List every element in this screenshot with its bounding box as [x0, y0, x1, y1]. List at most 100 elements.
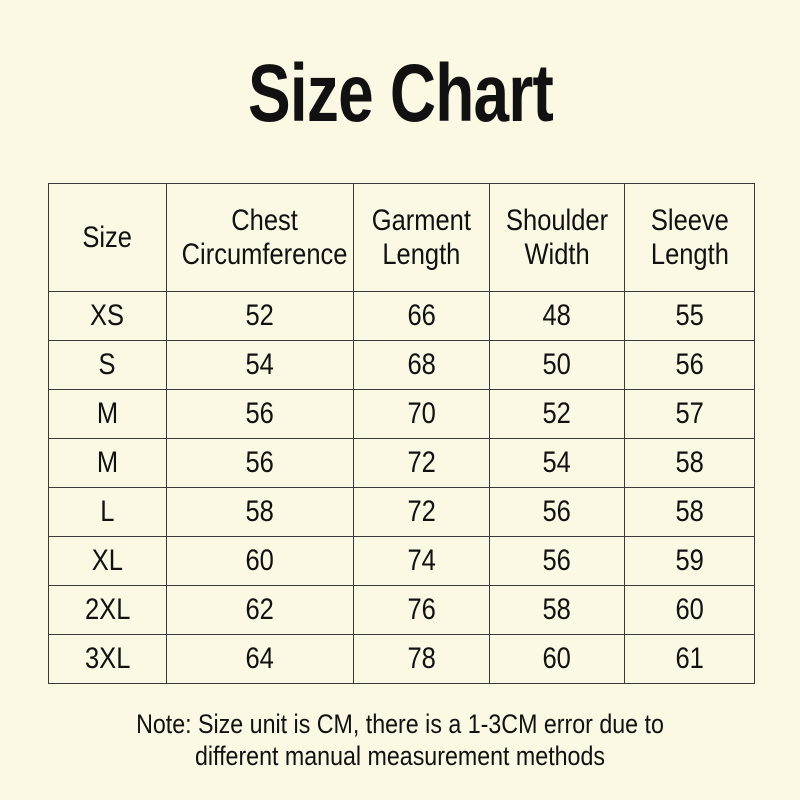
cell-value: 52 — [542, 397, 572, 430]
cell-value: 72 — [407, 495, 436, 528]
size-cell: XS — [48, 291, 167, 341]
column-header: Size — [48, 183, 167, 292]
cell-value: 57 — [675, 397, 704, 430]
size-cell: M — [48, 438, 167, 488]
measurement-cell: 74 — [353, 536, 490, 586]
measurement-cell: 54 — [489, 438, 625, 488]
table-row: M 56 70 52 57 — [48, 389, 755, 439]
cell-value: 60 — [542, 642, 572, 675]
cell-value: 50 — [542, 348, 572, 381]
cell-value: M — [96, 446, 119, 479]
cell-value: 66 — [407, 299, 436, 332]
table-row: L 58 72 56 58 — [48, 487, 755, 537]
size-chart-table: Size Chest Circumference Garment Length Sho… — [48, 183, 755, 684]
cell-value: XL — [91, 544, 124, 577]
size-cell: 2XL — [48, 585, 167, 635]
cell-value: 61 — [675, 642, 704, 675]
cell-value: 54 — [542, 446, 572, 479]
column-header-label: Size — [82, 220, 133, 254]
column-header-label: Chest Circumference — [181, 203, 348, 271]
cell-value: S — [98, 348, 116, 381]
cell-value: 58 — [245, 495, 275, 528]
cell-value: 56 — [245, 397, 275, 430]
measurement-cell: 52 — [489, 389, 625, 439]
measurement-cell: 48 — [489, 291, 625, 341]
measurement-cell: 55 — [624, 291, 755, 341]
cell-value: 2XL — [84, 593, 131, 626]
measurement-cell: 64 — [166, 634, 354, 684]
cell-value: 62 — [245, 593, 275, 626]
header-row: Size Chest Circumference Garment Length Sho… — [48, 183, 755, 292]
cell-value: 76 — [407, 593, 436, 626]
measurement-cell: 66 — [353, 291, 490, 341]
measurement-cell: 54 — [166, 340, 354, 390]
column-header-label: Garment Length — [371, 203, 472, 271]
cell-value: 56 — [542, 495, 572, 528]
cell-value: M — [96, 397, 119, 430]
column-header-label: Shoulder Width — [505, 203, 609, 271]
measurement-cell: 61 — [624, 634, 755, 684]
cell-value: 64 — [245, 642, 275, 675]
size-cell: 3XL — [48, 634, 167, 684]
cell-value: 58 — [675, 495, 704, 528]
size-cell: S — [48, 340, 167, 390]
measurement-cell: 58 — [624, 487, 755, 537]
table-row: S 54 68 50 56 — [48, 340, 755, 390]
measurement-cell: 56 — [489, 536, 625, 586]
cell-value: 78 — [407, 642, 436, 675]
size-cell: L — [48, 487, 167, 537]
cell-value: 74 — [407, 544, 436, 577]
column-header-label: Sleeve Length — [650, 203, 729, 271]
cell-value: 56 — [675, 348, 704, 381]
column-header: Shoulder Width — [489, 183, 625, 292]
cell-value: 54 — [245, 348, 275, 381]
cell-value: XS — [90, 299, 125, 332]
measurement-cell: 56 — [624, 340, 755, 390]
measurement-cell: 70 — [353, 389, 490, 439]
table-row: XL 60 74 56 59 — [48, 536, 755, 586]
measurement-cell: 50 — [489, 340, 625, 390]
column-header: Chest Circumference — [166, 183, 354, 292]
measurement-cell: 60 — [624, 585, 755, 635]
cell-value: 58 — [542, 593, 572, 626]
cell-value: 55 — [675, 299, 704, 332]
table-row: 3XL 64 78 60 61 — [48, 634, 755, 684]
table-row: XS 52 66 48 55 — [48, 291, 755, 341]
measurement-cell: 56 — [166, 389, 354, 439]
measurement-cell: 52 — [166, 291, 354, 341]
column-header: Sleeve Length — [624, 183, 755, 292]
cell-value: L — [100, 495, 115, 528]
measurement-cell: 72 — [353, 487, 490, 537]
measurement-cell: 56 — [489, 487, 625, 537]
cell-value: 3XL — [84, 642, 131, 675]
page-title: Size Chart — [247, 48, 554, 139]
measurement-cell: 58 — [166, 487, 354, 537]
cell-value: 60 — [245, 544, 275, 577]
measurement-cell: 60 — [489, 634, 625, 684]
measurement-cell: 56 — [166, 438, 354, 488]
measurement-cell: 62 — [166, 585, 354, 635]
cell-value: 72 — [407, 446, 436, 479]
size-cell: M — [48, 389, 167, 439]
cell-value: 59 — [675, 544, 704, 577]
cell-value: 52 — [245, 299, 275, 332]
column-header: Garment Length — [353, 183, 490, 292]
size-cell: XL — [48, 536, 167, 586]
measurement-cell: 58 — [489, 585, 625, 635]
cell-value: 56 — [245, 446, 275, 479]
measurement-note: Note: Size unit is CM, there is a 1-3CM … — [136, 709, 664, 771]
measurement-cell: 68 — [353, 340, 490, 390]
measurement-cell: 58 — [624, 438, 755, 488]
measurement-cell: 76 — [353, 585, 490, 635]
measurement-cell: 59 — [624, 536, 755, 586]
measurement-cell: 60 — [166, 536, 354, 586]
cell-value: 70 — [407, 397, 436, 430]
cell-value: 58 — [675, 446, 704, 479]
cell-value: 68 — [407, 348, 436, 381]
cell-value: 56 — [542, 544, 572, 577]
measurement-cell: 57 — [624, 389, 755, 439]
measurement-cell: 78 — [353, 634, 490, 684]
measurement-cell: 72 — [353, 438, 490, 488]
cell-value: 48 — [542, 299, 572, 332]
table-row: 2XL 62 76 58 60 — [48, 585, 755, 635]
